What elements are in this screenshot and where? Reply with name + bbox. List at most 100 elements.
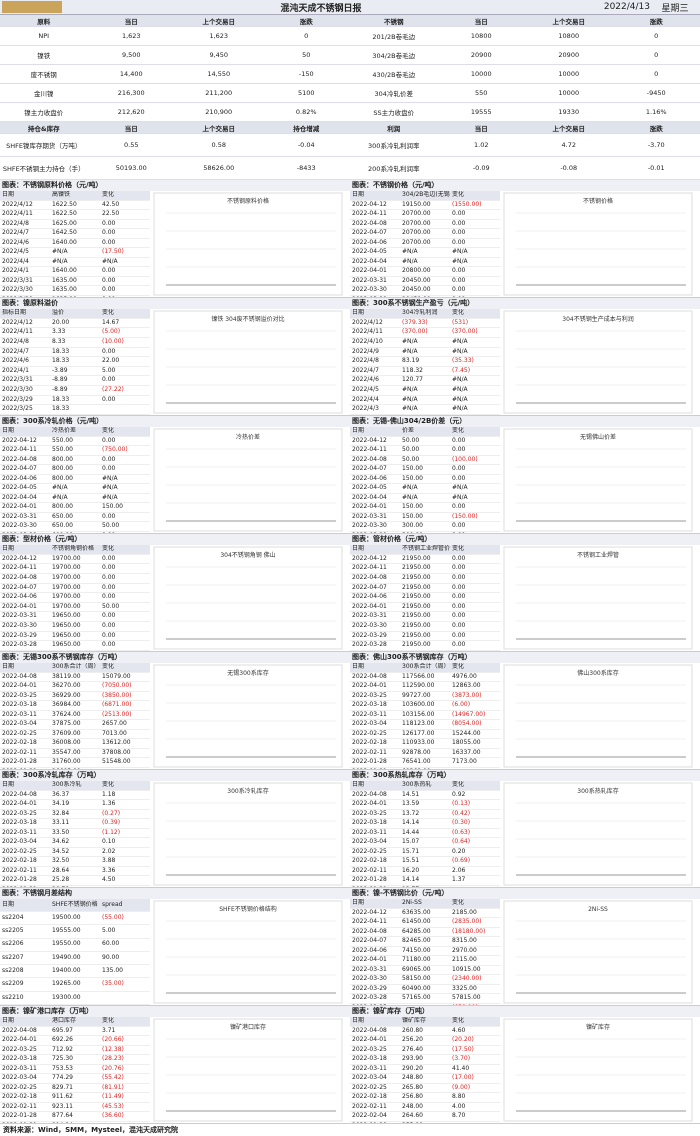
cell: (5.00) (100, 328, 150, 338)
column-header: 300系冷轧 (50, 781, 100, 790)
cell: 0.00 (100, 229, 150, 239)
cell: (17.00) (450, 1074, 500, 1084)
cell: (2835.00) (450, 918, 500, 928)
cell (100, 991, 150, 1004)
cell: 430/2B卷毛边 (350, 65, 438, 84)
table-row: 2022/4/10#N/A#N/A (350, 337, 500, 347)
cell: 2022-04-04 (0, 493, 50, 503)
chart-title: 镍铁 304废不锈钢溢价对比 (211, 315, 284, 323)
cell: 2022-03-18 (350, 1055, 400, 1065)
cell: 57815.00 (450, 994, 500, 1004)
cell: 2022-03-11 (350, 828, 400, 838)
cell: 14,550 (175, 65, 263, 84)
cell: 2022-02-18 (0, 857, 50, 867)
cell: 2022/3/29 (0, 395, 50, 405)
cell: 20900 (438, 46, 526, 65)
cell: 150.00 (400, 512, 450, 522)
cell: 15.51 (400, 857, 450, 867)
chart-frame (504, 901, 692, 1003)
cell: (11.49) (100, 1093, 150, 1103)
table-header: 日期高镍铁变化 (0, 191, 150, 200)
cell: 0.00 (450, 602, 500, 612)
cell: (370.00) (450, 328, 500, 338)
cell: 2022-03-18 (350, 819, 400, 829)
cell: 2022/4/11 (0, 210, 50, 220)
cell: 2022-02-25 (0, 847, 50, 857)
cell: 0.00 (100, 347, 150, 357)
cell: 37624.00 (50, 710, 100, 720)
cell: 2022-03-29 (350, 984, 400, 994)
cell: (36.60) (100, 1112, 150, 1122)
cell: 当日 (88, 122, 176, 134)
cell: #N/A (400, 395, 450, 405)
column-header: 日期 (350, 309, 400, 318)
cell: 10800 (525, 27, 613, 46)
cell: 19650.00 (50, 612, 100, 622)
cell: (9.00) (450, 1083, 500, 1093)
chart-title: 冷热价差 (236, 433, 260, 441)
cell: 19490.00 (50, 951, 100, 964)
column-header: 镍矿库存 (400, 1017, 450, 1026)
table-row: 2022-04-04#N/A#N/A (350, 257, 500, 267)
cell: 7173.00 (450, 758, 500, 768)
cell: -9450 (613, 84, 700, 103)
cell: 2022-02-18 (350, 1093, 400, 1103)
header: 混沌天成不锈钢日报 2022/4/13 星期三 (0, 0, 700, 15)
cell: 50.00 (100, 602, 150, 612)
cell: 1640.00 (50, 238, 100, 248)
cell: 216,300 (88, 84, 176, 103)
cell: SHFE不锈钢主力持仓（手） (0, 157, 88, 180)
cell: 1625.00 (50, 219, 100, 229)
cell: 2022-04-08 (0, 455, 50, 465)
cell: 2022-02-11 (350, 748, 400, 758)
cell: 2022/4/12 (0, 318, 50, 328)
chart-title: 不锈钢原料价格 (227, 197, 269, 205)
cell: 2022-03-04 (0, 838, 50, 848)
cell: 2022-04-06 (350, 946, 400, 956)
cell: 71180.00 (400, 956, 450, 966)
cell: 14.67 (100, 318, 150, 328)
cell: 712.92 (50, 1045, 100, 1055)
weekday: 星期三 (650, 1, 700, 14)
cell: 2022/4/11 (350, 328, 400, 338)
cell: 0.00 (450, 276, 500, 286)
cell: 210,900 (175, 103, 263, 122)
cell: 800.00 (50, 465, 100, 475)
cell: 0.00 (100, 631, 150, 641)
cell: 290.20 (400, 1064, 450, 1074)
column-header: 300系热轧 (400, 781, 450, 790)
cell: 2022-02-25 (350, 729, 400, 739)
cell: 2022-04-01 (350, 1036, 400, 1046)
cell: 2022-04-08 (0, 1026, 50, 1036)
column-header: 日期 (0, 899, 50, 912)
cell: 829.71 (50, 1083, 100, 1093)
table-row: 2022/3/30-8.89(27.22) (0, 386, 150, 396)
cell: 0.00 (100, 276, 150, 286)
